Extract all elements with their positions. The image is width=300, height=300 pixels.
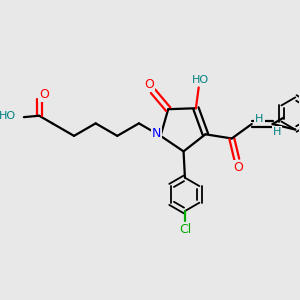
Text: HO: HO: [191, 75, 208, 85]
Text: H: H: [273, 128, 281, 137]
Text: O: O: [144, 78, 154, 91]
Text: HO: HO: [0, 111, 16, 121]
Text: O: O: [39, 88, 49, 101]
Text: O: O: [233, 160, 243, 174]
Text: N: N: [152, 127, 161, 140]
Text: H: H: [255, 114, 264, 124]
Text: Cl: Cl: [179, 223, 191, 236]
